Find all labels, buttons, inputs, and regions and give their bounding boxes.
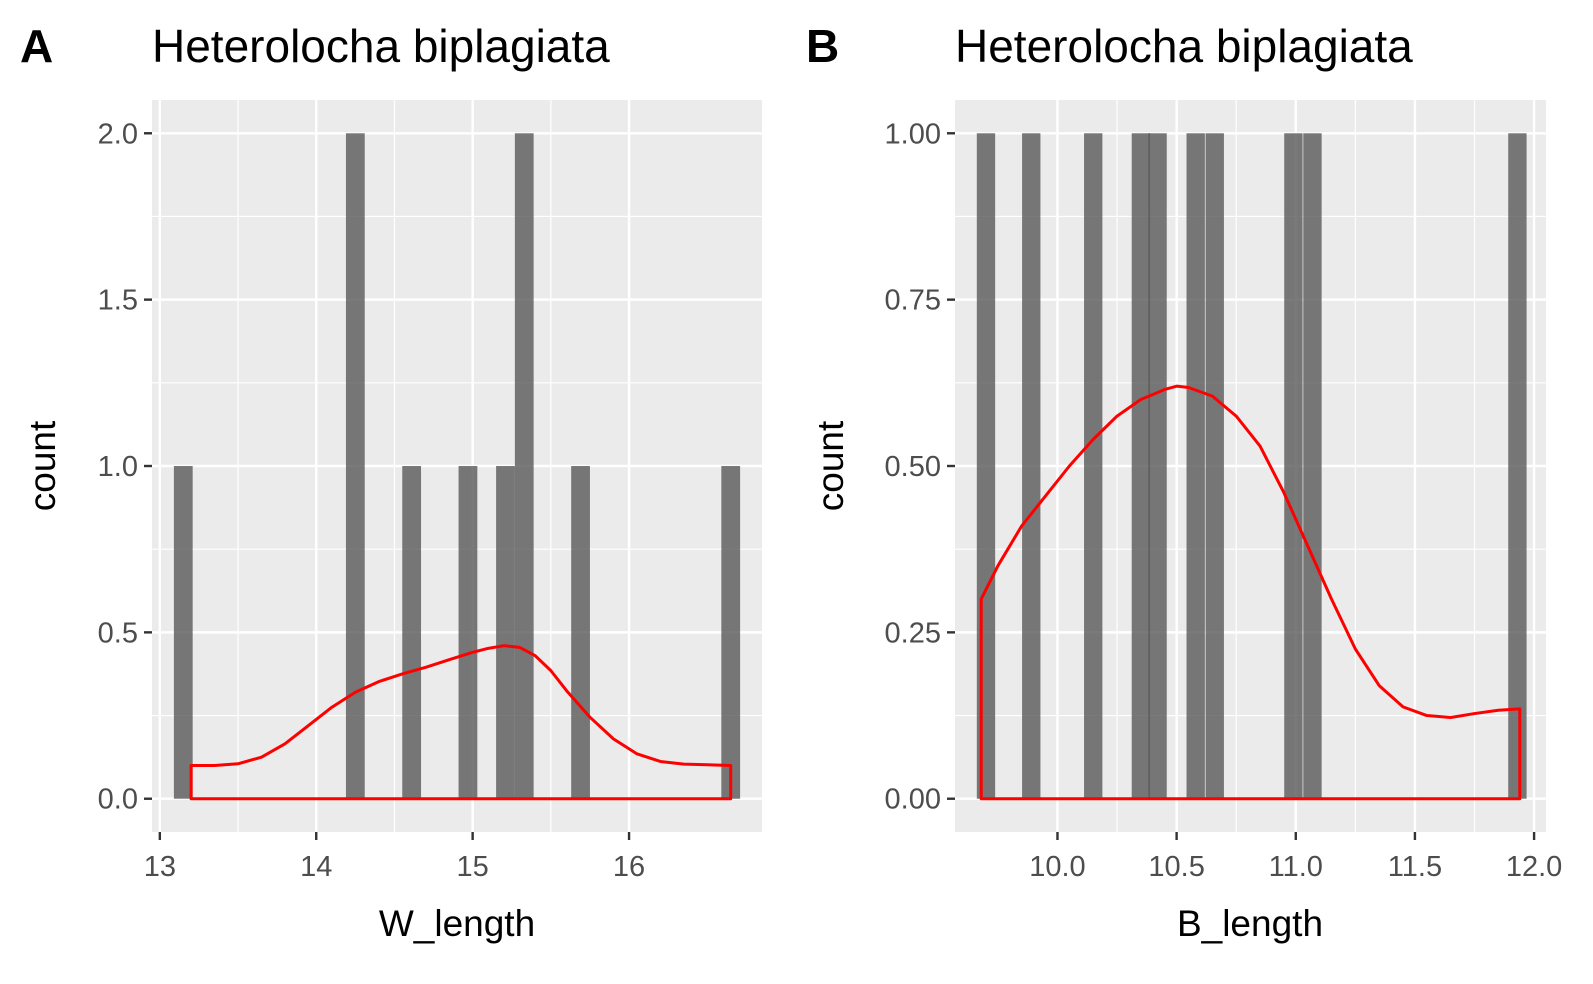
y-axis-title: count [22,420,63,511]
axis-ticks [947,132,1536,840]
x-tick-label: 15 [457,851,489,883]
histogram-bar [345,133,365,799]
x-tick-label: 13 [144,851,176,883]
y-tick-label: 0.0 [98,784,138,816]
x-tick-label: 16 [613,851,645,883]
chart-title: Heterolocha biplagiata [152,20,610,72]
x-tick-label: 10.0 [1029,851,1085,883]
histogram-bar [1508,133,1527,799]
density-curve [189,644,733,801]
y-tick-label: 1.00 [885,118,941,150]
histogram-bars [976,133,1527,799]
histogram-bar [976,133,996,799]
y-tick-label: 0.50 [885,451,941,483]
histogram-bar [1303,133,1322,799]
x-tick-label: 10.5 [1148,851,1204,883]
x-tick-label: 14 [300,851,332,883]
histogram-bar [402,466,422,799]
y-axis-title: count [810,420,851,511]
histogram-bar [1084,133,1103,799]
histogram-bar [458,466,478,799]
y-tick-label: 2.0 [98,118,138,150]
histogram-bar [721,466,741,799]
histogram-bar [1284,133,1303,799]
histogram-bar [1131,133,1151,799]
tick-labels: 13 14 15 16 0.0 0.5 1.0 1.5 2.0 [98,118,646,883]
axis-ticks [144,132,631,840]
panel-a: A Heterolocha biplagiata 13 14 15 160.00.51… [20,20,762,944]
chart-title: Heterolocha biplagiata [955,20,1413,72]
panel-b: B Heterolocha biplagiata 10.0 10.5 11.0 11.… [806,20,1562,944]
x-axis-title: B_length [1177,903,1323,944]
histogram-bar [1148,133,1167,799]
panel-tag: A [20,20,53,72]
tick-labels: 10.0 10.5 11.0 11.5 12.0 0.00 0.25 0.50 0.75 1.00 [885,118,1563,883]
histogram-bar [571,466,590,799]
histogram-bar [173,466,193,799]
y-tick-label: 0.5 [98,617,138,649]
histogram-bars [173,133,741,799]
y-tick-label: 0.75 [885,285,941,317]
y-tick-label: 0.25 [885,617,941,649]
x-axis-title: W_length [379,903,535,944]
y-tick-label: 1.0 [98,451,138,483]
panel-tag: B [806,20,839,72]
histogram-bar [1186,133,1205,799]
x-tick-label: 11.5 [1388,851,1442,883]
density-curve [979,384,1522,801]
histogram-bar [514,133,534,799]
y-tick-label: 0.00 [885,784,941,816]
y-tick-label: 1.5 [98,285,138,317]
histogram-bar [1022,133,1041,799]
histogram-bar [496,466,515,799]
histogram-bar [1205,133,1224,799]
x-tick-label: 11.0 [1269,851,1323,883]
x-tick-label: 12.0 [1506,851,1562,883]
